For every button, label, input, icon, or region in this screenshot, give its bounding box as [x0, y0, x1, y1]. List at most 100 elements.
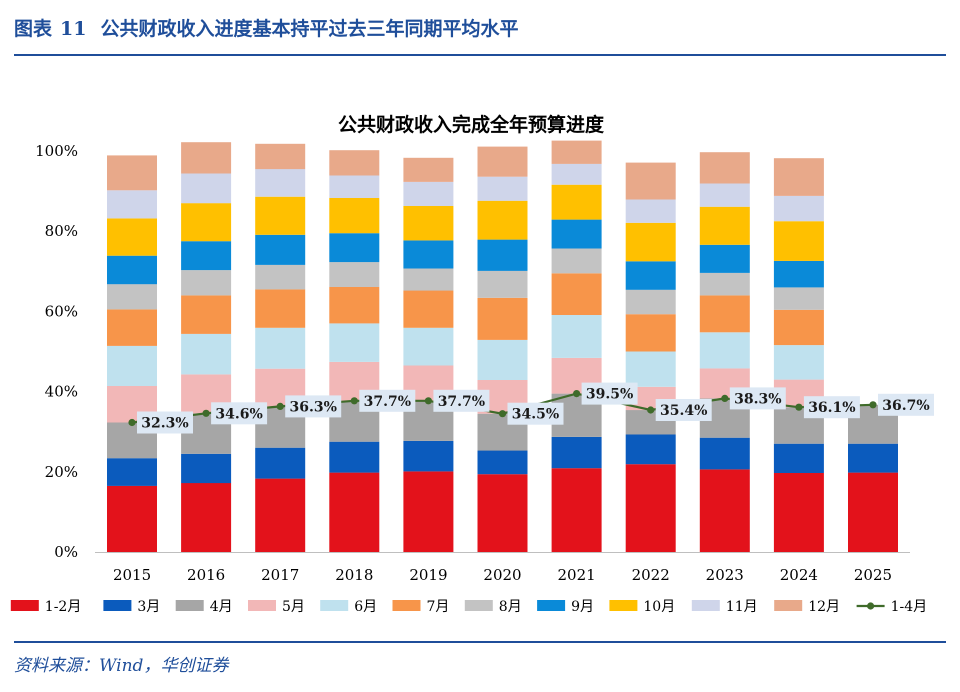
bar-segment: [107, 218, 157, 256]
data-label: 37.7%: [359, 389, 416, 412]
legend-label: 6月: [354, 599, 377, 615]
bar-segment: [848, 443, 898, 473]
data-label-text: 34.5%: [512, 407, 559, 423]
bar-segment: [625, 464, 676, 552]
bar-segment: [773, 309, 824, 346]
bar-segment: [477, 474, 528, 552]
line-point: [573, 390, 581, 398]
bar-segment: [477, 239, 528, 271]
bar-segment: [477, 450, 528, 475]
bar-segment: [329, 175, 380, 198]
bar-segment: [403, 181, 454, 206]
x-tick-label: 2018: [335, 566, 373, 584]
bar-segment: [625, 222, 676, 262]
bar-segment: [699, 244, 750, 273]
y-tick-label: 0%: [54, 543, 78, 561]
source-note: 资料来源：Wind，华创证券: [14, 656, 229, 676]
figure-header: 图表 11 公共财政收入进度基本持平过去三年同期平均水平: [14, 14, 946, 44]
bar-segment: [403, 471, 454, 552]
legend-swatch: [175, 600, 204, 611]
bar-segment: [699, 152, 750, 184]
legend-line-marker: [867, 602, 875, 610]
bar-segment: [181, 142, 232, 174]
y-tick-label: 40%: [45, 383, 78, 401]
bar-segment: [403, 205, 454, 241]
figure-label: 图表: [14, 18, 53, 40]
bar-segment: [403, 290, 454, 328]
bar-segment: [625, 434, 676, 465]
bar-segment: [107, 284, 157, 310]
x-tick-label: 2020: [483, 566, 521, 584]
bar-segment: [773, 221, 824, 261]
data-label: 37.7%: [433, 389, 490, 412]
bar-segment: [403, 240, 454, 269]
bar-segment: [255, 234, 306, 265]
bar-segment: [477, 200, 528, 240]
legend-swatch: [609, 600, 638, 611]
bar-segment: [699, 469, 750, 552]
legend-item: 9月: [537, 599, 594, 615]
bar-segment: [699, 272, 750, 296]
legend-item: 5月: [248, 599, 305, 615]
bar-segment: [551, 436, 602, 469]
header-rule: [14, 54, 946, 56]
legend-label: 8月: [499, 599, 522, 615]
bar-segment: [329, 262, 380, 287]
bar-segment: [625, 289, 676, 315]
legend-item: 6月: [320, 599, 377, 615]
bar-segment: [181, 295, 232, 334]
legend-swatch: [691, 600, 720, 611]
data-label-text: 38.3%: [734, 391, 781, 407]
bar-segment: [107, 309, 157, 346]
legend-label: 11月: [726, 599, 758, 615]
figure-number: 11: [60, 18, 87, 40]
legend-swatch: [248, 600, 276, 611]
bar-segment: [551, 219, 602, 249]
bar-segment: [255, 447, 306, 479]
bar-segment: [181, 241, 232, 271]
bar-segment: [255, 169, 306, 197]
bar-segment: [773, 345, 824, 380]
bar-segment: [551, 468, 602, 552]
legend-item: 12月: [774, 599, 840, 615]
bar-segment: [773, 443, 824, 473]
legend-label: 10月: [643, 599, 675, 615]
legend-item: 3月: [103, 599, 160, 615]
bar-segment: [329, 472, 380, 552]
line-point: [128, 418, 136, 427]
bar-segment: [551, 273, 602, 315]
legend-label: 3月: [137, 599, 160, 615]
data-label: 35.4%: [655, 399, 712, 421]
bar-segment: [255, 289, 306, 328]
line-point: [795, 403, 803, 411]
bar-segment: [477, 297, 528, 340]
bar-segment: [255, 478, 306, 552]
x-tick-label: 2017: [261, 566, 299, 584]
bar-segment: [551, 315, 602, 358]
x-tick-label: 2023: [706, 566, 744, 584]
legend-label: 12月: [808, 599, 840, 615]
bar-segment: [181, 333, 232, 375]
figure-title: 公共财政收入进度基本持平过去三年同期平均水平: [100, 18, 519, 40]
bar-segment: [329, 197, 380, 234]
bar-segment: [403, 268, 454, 291]
bar-segment: [107, 485, 157, 552]
legend-item: 1-4月: [856, 599, 928, 615]
legend-label: 1-4月: [891, 599, 928, 615]
bar-segment: [255, 327, 306, 369]
bar-segment: [773, 287, 824, 310]
legend-swatch: [320, 600, 349, 611]
x-tick-label: 2021: [557, 566, 595, 584]
data-label-bg: [211, 402, 268, 425]
data-label-bg: [507, 402, 564, 425]
bar-segment: [625, 314, 676, 352]
data-label-bg: [655, 399, 712, 421]
y-tick-label: 100%: [35, 142, 78, 160]
data-label-bg: [137, 411, 193, 434]
data-label-bg: [729, 387, 786, 410]
bar-segment: [625, 162, 676, 200]
bar-segment: [329, 233, 380, 263]
data-label-bg: [433, 389, 490, 412]
legend-item: 11月: [691, 599, 758, 615]
bar-segment: [329, 323, 380, 362]
